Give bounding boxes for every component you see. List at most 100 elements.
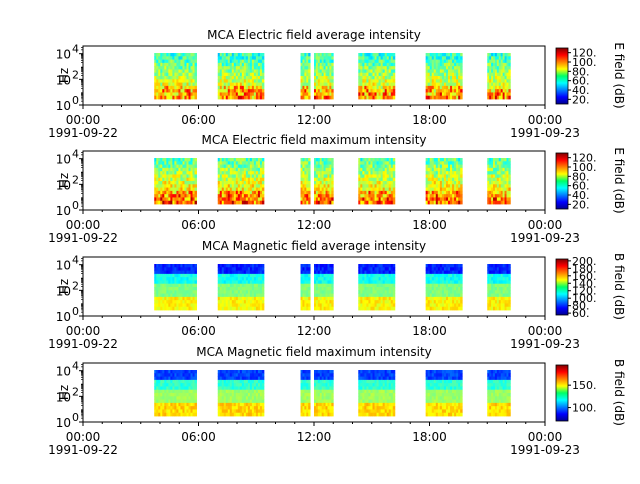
colorbar-label: B field (dB)	[612, 253, 626, 320]
x-tick-label: 00:00	[528, 113, 563, 127]
spectrogram-cell	[508, 274, 510, 278]
spectrogram-cell	[508, 290, 510, 294]
y-tick-exponent: 2	[72, 173, 79, 186]
spectrogram-cell	[393, 194, 395, 198]
spectrogram-cell	[308, 161, 310, 165]
y-axis-label: Hz	[57, 173, 71, 188]
spectrogram-cell	[460, 294, 462, 298]
spectrogram-cell	[393, 181, 395, 185]
y-tick-exponent: 0	[72, 305, 79, 318]
spectrogram-cell	[262, 271, 264, 275]
spectrogram-cell	[508, 184, 510, 188]
spectrogram-cell	[508, 171, 510, 175]
spectrogram-cell	[331, 76, 333, 80]
colorbar-tick-label: 120.	[572, 47, 597, 60]
spectrogram-cell	[460, 161, 462, 165]
spectrogram-cell	[331, 197, 333, 201]
x-tick-label: 00:00	[528, 218, 563, 232]
spectrogram-cell	[308, 89, 310, 93]
spectrogram-cell	[393, 63, 395, 67]
spectrogram-cell	[460, 271, 462, 275]
spectrogram-cell	[308, 96, 310, 100]
x-tick-label: 12:00	[297, 218, 332, 232]
spectrogram-cell	[262, 267, 264, 271]
spectrogram-cell	[308, 66, 310, 70]
spectrogram-cell	[308, 165, 310, 169]
spectrogram-cell	[331, 92, 333, 96]
spectrogram-cell	[308, 274, 310, 278]
spectrogram-cell	[195, 92, 197, 96]
spectrogram-cell	[262, 69, 264, 73]
spectrogram-cell	[195, 161, 197, 165]
spectrogram-cell	[331, 165, 333, 169]
spectrogram-cell	[262, 174, 264, 178]
spectrogram-cell	[508, 86, 510, 90]
spectrogram-cell	[331, 83, 333, 87]
spectrogram-cell	[262, 191, 264, 195]
spectrogram-cell	[508, 188, 510, 192]
spectrogram-cell	[460, 267, 462, 271]
spectrogram-cell	[262, 66, 264, 70]
spectrogram-cell	[460, 197, 462, 201]
spectrogram-cell	[195, 284, 197, 288]
spectrogram-cell	[262, 201, 264, 205]
spectrogram-cell	[331, 264, 333, 268]
spectrogram-cell	[393, 158, 395, 162]
y-tick-label: 10	[56, 310, 71, 324]
spectrogram-cell	[331, 290, 333, 294]
spectrogram-cell	[508, 197, 510, 201]
spectrogram-cell	[331, 280, 333, 284]
spectrogram-cell	[308, 287, 310, 291]
spectrogram-cell	[262, 184, 264, 188]
spectrogram-cell	[460, 56, 462, 60]
spectrogram-cell	[331, 274, 333, 278]
spectrogram-cell	[195, 184, 197, 188]
spectrogram-cell	[262, 79, 264, 83]
spectrogram-cell	[308, 284, 310, 288]
spectrogram-cell	[308, 271, 310, 275]
spectrogram-cell	[393, 60, 395, 64]
spectrogram-cell	[308, 86, 310, 90]
colorbar	[556, 259, 568, 315]
spectrogram-cell	[508, 69, 510, 73]
spectrogram-cell	[195, 73, 197, 77]
spectrogram-cell	[393, 264, 395, 268]
spectrogram-cell	[331, 267, 333, 271]
spectrogram-cell	[331, 171, 333, 175]
spectrogram-cell	[393, 280, 395, 284]
spectrogram-cell	[393, 274, 395, 278]
spectrogram-cell	[262, 60, 264, 64]
x-tick-label: 12:00	[297, 324, 332, 338]
spectrogram-cell	[331, 161, 333, 165]
spectrogram-cell	[393, 188, 395, 192]
spectrogram-cell	[331, 168, 333, 172]
spectrogram-cell	[508, 53, 510, 57]
spectrogram-cell	[331, 307, 333, 311]
spectrogram-cell	[460, 307, 462, 311]
spectrogram-cell	[508, 83, 510, 87]
spectrogram-cell	[508, 267, 510, 271]
spectrogram-cell	[460, 191, 462, 195]
spectrogram-cell	[308, 158, 310, 162]
spectrogram-cell	[508, 191, 510, 195]
spectrogram-cell	[308, 277, 310, 281]
spectrogram-cell	[308, 294, 310, 298]
spectrogram-cell	[460, 96, 462, 100]
spectrogram-cell	[262, 307, 264, 311]
spectrogram-cell	[308, 92, 310, 96]
spectrogram-cell	[460, 171, 462, 175]
spectrogram-cell	[195, 267, 197, 271]
spectrogram-cell	[308, 264, 310, 268]
spectrogram-cell	[308, 53, 310, 57]
spectrogram-cell	[393, 191, 395, 195]
x-tick-label: 18:00	[412, 324, 447, 338]
spectrogram-cell	[308, 60, 310, 64]
spectrogram-cell	[460, 53, 462, 57]
x-tick-label: 00:00	[528, 324, 563, 338]
spectrogram-cell	[508, 60, 510, 64]
spectrogram-cell	[508, 287, 510, 291]
spectrogram-cell	[393, 297, 395, 301]
spectrogram-cell	[308, 297, 310, 301]
spectrogram-cell	[393, 307, 395, 311]
